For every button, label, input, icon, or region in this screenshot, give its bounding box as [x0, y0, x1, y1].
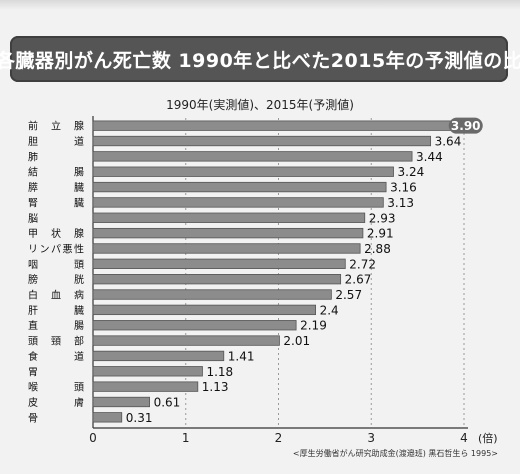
- category-label: 頭頸部: [28, 335, 84, 348]
- highlight-value-badge: [448, 117, 483, 134]
- value-label: 3.13: [387, 196, 414, 210]
- category-label: 結腸: [28, 166, 84, 179]
- category-label: 胆道: [28, 135, 84, 148]
- category-label: 喉頭: [28, 382, 84, 394]
- top-strip: [0, 0, 520, 10]
- bar: [92, 197, 384, 208]
- bar: [92, 274, 342, 285]
- category-label: 腎臓: [28, 197, 84, 209]
- value-label: 1.41: [228, 349, 255, 363]
- value-label: 1.13: [202, 380, 229, 394]
- value-label: 0.61: [154, 395, 181, 409]
- bar: [92, 120, 456, 131]
- bar: [92, 212, 366, 223]
- category-label: 膵臓: [28, 182, 84, 194]
- category-label: 白血病: [28, 289, 84, 302]
- value-label: 2.93: [369, 211, 396, 225]
- category-label: リンパ悪性: [28, 242, 84, 255]
- category-label: 甲状腺: [28, 227, 84, 240]
- bar: [92, 258, 346, 269]
- category-label: 膀胱: [28, 273, 84, 286]
- bar: [92, 166, 394, 177]
- chart-title: 各臓器別がん死亡数 1990年と比べた2015年の予測値の比: [0, 49, 520, 72]
- x-tick-label: 2: [275, 431, 283, 445]
- value-label: 3.44: [416, 150, 443, 164]
- value-label: 2.57: [335, 288, 362, 302]
- bar: [92, 381, 199, 392]
- value-label: 2.4: [320, 303, 339, 317]
- category-label: 食道: [28, 350, 84, 363]
- x-tick-label: 4: [460, 431, 468, 445]
- value-label: 2.88: [364, 242, 391, 256]
- source-note: <厚生労働省がん研究助成金(渡邉班) 黒石哲生ら 1995>: [292, 449, 498, 458]
- value-label: 1.18: [206, 365, 233, 379]
- bar: [92, 151, 413, 162]
- bar: [92, 135, 432, 147]
- bar: [92, 227, 364, 239]
- value-label: 2.72: [349, 257, 376, 271]
- category-label: 骨: [28, 412, 38, 424]
- value-label: 3.24: [398, 165, 425, 179]
- category-label: 肝臓: [28, 305, 84, 317]
- category-label: 前立腺: [28, 120, 84, 133]
- category-label: 脳: [28, 213, 38, 225]
- chart-subtitle: 1990年(実測値)、2015年(予測値): [166, 98, 354, 112]
- bar: [92, 304, 317, 316]
- bar: [92, 320, 297, 331]
- value-label: 0.31: [126, 411, 153, 425]
- category-label: 直腸: [28, 319, 84, 332]
- x-tick-label: 1: [182, 431, 190, 445]
- category-label: 胃: [28, 366, 38, 378]
- value-label: 2.01: [283, 334, 310, 348]
- category-label: 咽頭: [28, 259, 84, 271]
- x-axis-label: (倍): [478, 431, 498, 445]
- bar: [92, 289, 332, 300]
- title-banner: 各臓器別がん死亡数 1990年と比べた2015年の予測値の比: [0, 36, 520, 82]
- value-label: 2.91: [367, 227, 394, 241]
- bar: [92, 366, 203, 377]
- bar: [92, 243, 361, 254]
- value-label: 3.64: [435, 135, 462, 149]
- x-tick-label: 0: [89, 431, 97, 445]
- category-label: 肺: [28, 151, 38, 163]
- category-label: 皮膚: [28, 396, 84, 409]
- bar: [92, 350, 225, 362]
- value-label: 3.90: [451, 119, 481, 133]
- bar: [92, 181, 387, 193]
- bar: [92, 412, 123, 423]
- x-tick-label: 3: [367, 431, 375, 445]
- bar: [92, 396, 150, 408]
- bar: [92, 335, 280, 346]
- value-label: 3.16: [390, 181, 417, 195]
- value-label: 2.67: [345, 273, 372, 287]
- value-label: 2.19: [300, 319, 327, 333]
